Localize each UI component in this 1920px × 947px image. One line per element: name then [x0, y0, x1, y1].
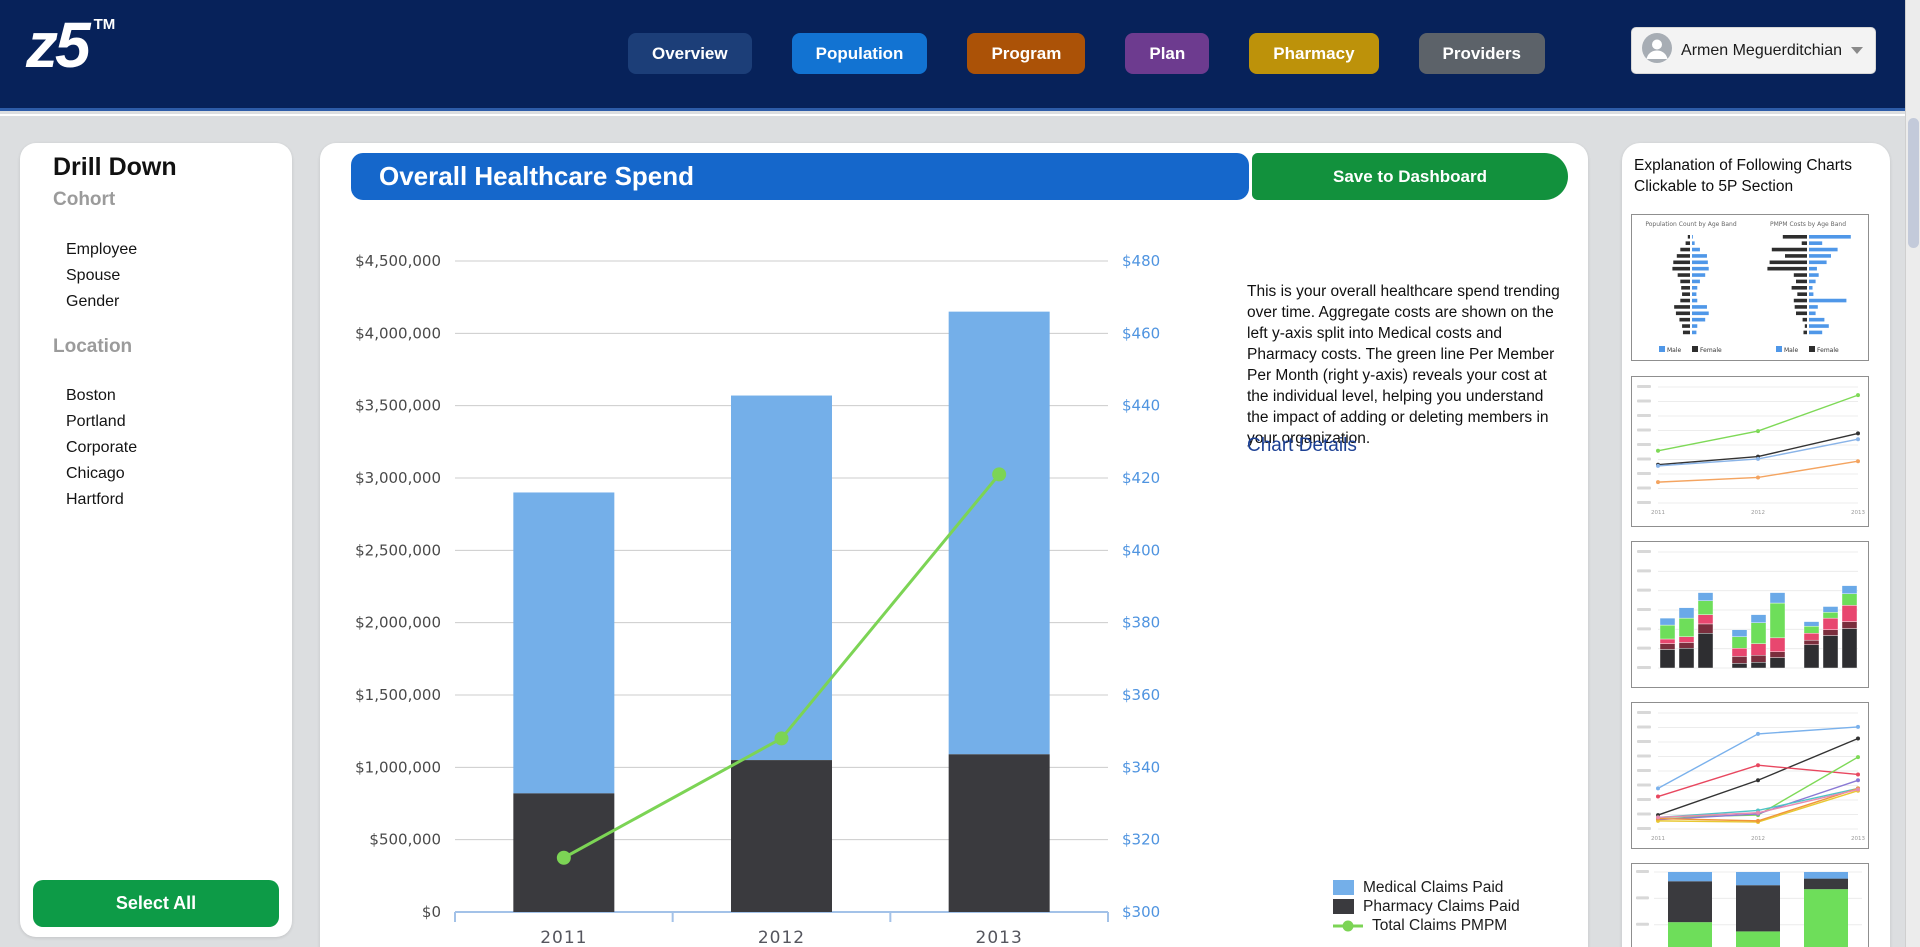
svg-text:Male: Male: [1667, 347, 1682, 354]
location-list: Boston Portland Corporate Chicago Hartford: [66, 383, 137, 513]
sidebar-item-corporate[interactable]: Corporate: [66, 439, 138, 456]
svg-text:2013: 2013: [976, 928, 1023, 947]
svg-text:$360: $360: [1122, 686, 1160, 704]
legend-row: Pharmacy Claims Paid: [1333, 898, 1520, 915]
svg-text:$4,500,000: $4,500,000: [355, 252, 441, 270]
explanation-panel: Explanation of Following Charts Clickabl…: [1622, 143, 1890, 947]
svg-text:$300: $300: [1122, 903, 1160, 921]
nav-program-button[interactable]: Program: [967, 33, 1086, 74]
svg-text:$380: $380: [1122, 614, 1160, 632]
svg-text:Female: Female: [1700, 347, 1722, 354]
thumbnail-butterfly-chart[interactable]: Population Count by Age Band Male Female PM…: [1631, 214, 1869, 361]
svg-text:2013: 2013: [1851, 836, 1865, 842]
svg-text:$340: $340: [1122, 758, 1160, 776]
cohort-list: Employee Spouse Gender: [66, 237, 137, 315]
user-menu[interactable]: Armen Meguerditchian: [1631, 27, 1876, 74]
sidebar-item-spouse[interactable]: Spouse: [66, 267, 121, 284]
legend-label: Medical Claims Paid: [1363, 878, 1504, 896]
thumbnail-stacked100-chart[interactable]: [1631, 863, 1869, 947]
sidebar-item-chicago[interactable]: Chicago: [66, 465, 125, 482]
svg-text:2012: 2012: [758, 928, 805, 947]
svg-text:$3,500,000: $3,500,000: [355, 397, 441, 415]
svg-text:PMPM Costs by Age Band: PMPM Costs by Age Band: [1770, 221, 1846, 228]
svg-text:2011: 2011: [1651, 510, 1665, 516]
thumbnail-lines-chart[interactable]: 2011 2012 2013: [1631, 376, 1869, 527]
svg-text:2011: 2011: [1651, 836, 1665, 842]
svg-text:2013: 2013: [1851, 510, 1865, 516]
main-navigation: Overview Population Program Plan Pharmac…: [628, 33, 1545, 74]
svg-text:$1,000,000: $1,000,000: [355, 758, 441, 776]
svg-text:Male: Male: [1784, 347, 1799, 354]
sidebar-item-employee[interactable]: Employee: [66, 241, 138, 258]
svg-text:$1,500,000: $1,500,000: [355, 686, 441, 704]
drill-down-title: Drill Down: [53, 153, 177, 181]
sidebar-item-hartford[interactable]: Hartford: [66, 491, 124, 508]
trademark-symbol: TM: [93, 16, 116, 33]
thumbnail-stacked-groups-chart[interactable]: [1631, 541, 1869, 688]
svg-text:$320: $320: [1122, 831, 1160, 849]
select-all-button[interactable]: Select All: [33, 880, 279, 927]
location-heading: Location: [53, 336, 133, 357]
nav-providers-button[interactable]: Providers: [1418, 33, 1545, 74]
header-divider: [0, 114, 1920, 116]
svg-text:$420: $420: [1122, 469, 1160, 487]
svg-text:$480: $480: [1122, 252, 1160, 270]
explanation-panel-title: Explanation of Following Charts Clickabl…: [1634, 157, 1852, 195]
svg-text:$400: $400: [1122, 541, 1160, 559]
nav-overview-button[interactable]: Overview: [628, 33, 752, 74]
legend-label: Total Claims PMPM: [1372, 916, 1508, 934]
nav-population-button[interactable]: Population: [791, 33, 928, 74]
legend-swatch-icon: [1333, 920, 1363, 932]
svg-text:Female: Female: [1817, 347, 1839, 354]
svg-text:2012: 2012: [1751, 510, 1765, 516]
legend-swatch-icon: [1333, 880, 1354, 895]
user-name: Armen Meguerditchian: [1681, 41, 1842, 59]
svg-text:$500,000: $500,000: [369, 831, 441, 849]
svg-text:2011: 2011: [540, 928, 587, 947]
page-scrollbar[interactable]: [1905, 0, 1920, 947]
svg-text:$2,500,000: $2,500,000: [355, 541, 441, 559]
svg-text:$460: $460: [1122, 324, 1160, 342]
overall-healthcare-spend-card: Overall Healthcare Spend Save to Dashboa…: [320, 143, 1588, 947]
sidebar-item-gender[interactable]: Gender: [66, 293, 120, 310]
svg-text:$3,000,000: $3,000,000: [355, 469, 441, 487]
chart-title-bar: Overall Healthcare Spend: [351, 153, 1249, 200]
nav-pharmacy-button[interactable]: Pharmacy: [1249, 33, 1379, 74]
chevron-down-icon: [1851, 47, 1863, 54]
chart-details-link[interactable]: Chart Details: [1247, 435, 1357, 456]
svg-text:2012: 2012: [1751, 836, 1765, 842]
thumbnail-multilines-chart[interactable]: 2011 2012 2013: [1631, 702, 1869, 849]
svg-text:$0: $0: [422, 903, 441, 921]
chart-description: This is your overall healthcare spend tr…: [1247, 283, 1560, 447]
svg-text:$440: $440: [1122, 397, 1160, 415]
legend-swatch-icon: [1333, 899, 1354, 914]
save-to-dashboard-button[interactable]: Save to Dashboard: [1252, 153, 1568, 200]
user-avatar-icon: [1642, 33, 1673, 68]
cohort-heading: Cohort: [53, 189, 116, 210]
legend-row: Medical Claims Paid: [1333, 879, 1520, 896]
legend-label: Pharmacy Claims Paid: [1363, 897, 1520, 915]
nav-plan-button[interactable]: Plan: [1125, 33, 1210, 74]
legend-row: Total Claims PMPM: [1333, 917, 1520, 934]
svg-text:$2,000,000: $2,000,000: [355, 614, 441, 632]
drill-down-panel: Drill Down Cohort Employee Spouse Gender L…: [20, 143, 292, 937]
scrollbar-thumb[interactable]: [1908, 118, 1919, 248]
chart-legend: Medical Claims Paid Pharmacy Claims Paid T…: [1333, 879, 1520, 934]
sidebar-item-boston[interactable]: Boston: [66, 387, 116, 404]
sidebar-item-portland[interactable]: Portland: [66, 413, 126, 430]
z5-logo: z5 TM: [26, 9, 116, 81]
svg-text:Population Count by Age Band: Population Count by Age Band: [1645, 221, 1737, 228]
svg-text:$4,000,000: $4,000,000: [355, 324, 441, 342]
healthcare-spend-chart: $4,500,000 $480 $4,000,000 $460 $3,500,000 $4…: [355, 252, 1160, 947]
top-nav-bar: z5 TM Overview Population Program Plan Ph…: [0, 0, 1920, 111]
